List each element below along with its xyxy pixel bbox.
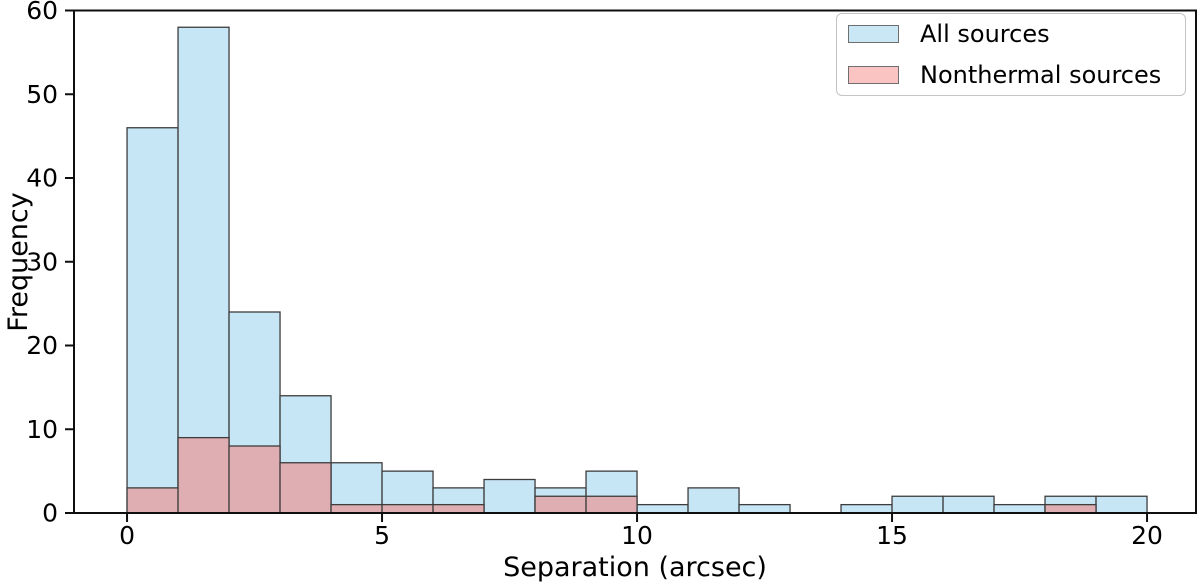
histogram-bar: [891, 495, 944, 514]
y-tick-label: 50: [26, 80, 58, 109]
bars-layer: [126, 26, 1148, 514]
histogram-bar: [432, 503, 485, 514]
y-tick-label: 60: [26, 0, 58, 25]
x-tick-label: 5: [374, 521, 390, 550]
x-tick-label: 0: [119, 521, 135, 550]
legend-swatch-all-sources: [848, 25, 899, 43]
y-tick-label: 10: [26, 415, 58, 444]
histogram-bar: [381, 503, 434, 514]
histogram-bar: [177, 436, 230, 514]
histogram-bar: [687, 487, 740, 514]
y-tick-label: 40: [26, 164, 58, 193]
y-tick-label: 20: [26, 331, 58, 360]
legend-item-nonthermal-sources: Nonthermal sources: [848, 61, 1185, 89]
y-axis-label: Frequency: [3, 192, 34, 332]
y-tick-label: 0: [42, 499, 58, 528]
histogram-bar: [636, 503, 689, 514]
histogram-bar: [534, 495, 587, 514]
x-tick-label: 15: [876, 521, 908, 550]
histogram-bar: [585, 495, 638, 514]
histogram-bar: [942, 495, 995, 514]
histogram-bar: [483, 478, 536, 514]
legend-label: Nonthermal sources: [920, 61, 1162, 89]
legend-item-all-sources: All sources: [848, 20, 1185, 48]
histogram-bar: [126, 487, 179, 514]
y-axis-ticks: 0 10 20 30 40 50 60: [26, 0, 74, 528]
histogram-bar: [330, 503, 383, 514]
x-axis-label: Separation (arcsec): [503, 552, 767, 583]
legend-label: All sources: [920, 20, 1050, 48]
histogram-bar: [840, 503, 893, 514]
histogram-bar: [738, 503, 791, 514]
x-tick-label: 20: [1131, 521, 1163, 550]
histogram-bar: [177, 26, 230, 514]
legend-swatch-nonthermal-sources: [848, 66, 899, 84]
x-tick-label: 10: [621, 521, 653, 550]
histogram-bar: [126, 127, 179, 514]
y-tick-label: 30: [26, 247, 58, 276]
series-all-sources: [126, 26, 1148, 514]
x-axis-ticks: 0 5 10 15 20: [119, 513, 1163, 550]
histogram-bar: [279, 462, 332, 514]
histogram-bar: [993, 503, 1046, 514]
histogram-bar: [1095, 495, 1148, 514]
legend: All sources Nonthermal sources: [836, 13, 1186, 96]
histogram-bar: [1044, 503, 1097, 514]
histogram-bar: [228, 445, 281, 514]
